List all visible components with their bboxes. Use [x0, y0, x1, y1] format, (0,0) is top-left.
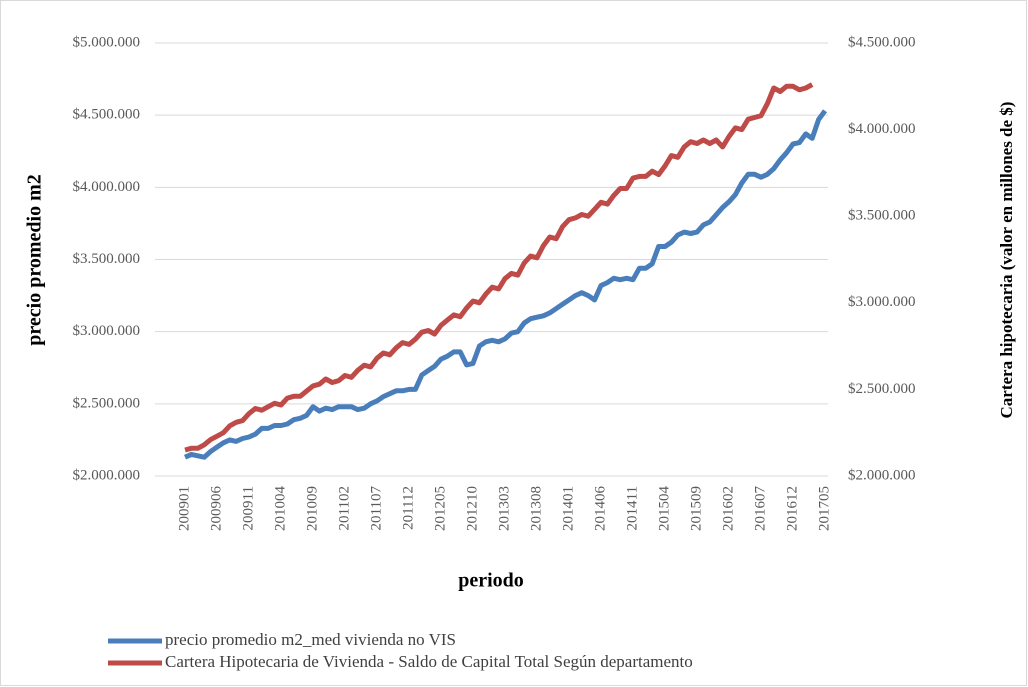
- x-tick-label: 201112: [400, 486, 416, 530]
- x-tick-label: 200906: [208, 486, 224, 532]
- y-tick-label: $2.000.000: [73, 467, 141, 483]
- x-tick-label: 201406: [592, 486, 608, 532]
- y2-tick-label: $3.500.000: [848, 208, 916, 224]
- x-tick-label: 201107: [368, 486, 384, 531]
- x-tick-label: 201004: [272, 486, 288, 532]
- x-tick-label: 201205: [432, 486, 448, 531]
- y-tick-label: $2.500.000: [73, 395, 141, 411]
- y2-tick-label: $4.000.000: [848, 121, 916, 137]
- x-tick-label: 201308: [528, 486, 544, 531]
- x-tick-label: 201411: [624, 486, 640, 530]
- x-tick-label: 201303: [496, 486, 512, 531]
- y2-tick-label: $2.500.000: [848, 381, 916, 397]
- y2-tick-label: $4.500.000: [848, 34, 916, 50]
- y-tick-label: $5.000.000: [73, 34, 141, 50]
- x-tick-label: 201705: [816, 486, 832, 531]
- x-tick-label: 201401: [560, 486, 576, 531]
- x-tick-label: 201102: [336, 486, 352, 530]
- x-tick-label: 201602: [720, 486, 736, 531]
- y-axis-title: precio promedio m2: [24, 174, 46, 345]
- x-tick-label: 201509: [688, 486, 704, 531]
- series-line: [184, 82, 814, 453]
- legend-label: precio promedio m2_med vivienda no VIS: [165, 630, 456, 649]
- x-axis-title: periodo: [458, 570, 524, 592]
- x-tick-label: 201612: [784, 486, 800, 531]
- x-tick-label: 201210: [464, 486, 480, 531]
- legend-label: Cartera Hipotecaria de Vivienda - Saldo …: [165, 652, 693, 671]
- y2-tick-label: $2.000.000: [848, 467, 916, 483]
- x-tick-label: 201009: [304, 486, 320, 531]
- x-tick-label: 200911: [240, 486, 256, 530]
- x-tick-label: 201504: [656, 486, 672, 532]
- y-tick-label: $4.500.000: [73, 107, 141, 123]
- y-tick-label: $3.000.000: [73, 323, 141, 339]
- series-line: [183, 109, 828, 460]
- y-tick-label: $3.500.000: [73, 251, 141, 267]
- y-tick-label: $4.000.000: [73, 179, 141, 195]
- y2-tick-label: $3.000.000: [848, 294, 916, 310]
- x-tick-label: 201607: [752, 486, 768, 532]
- x-tick-label: 200901: [176, 486, 192, 531]
- y2-axis-title: Cartera hipotecaria (valor en millones d…: [997, 102, 1016, 419]
